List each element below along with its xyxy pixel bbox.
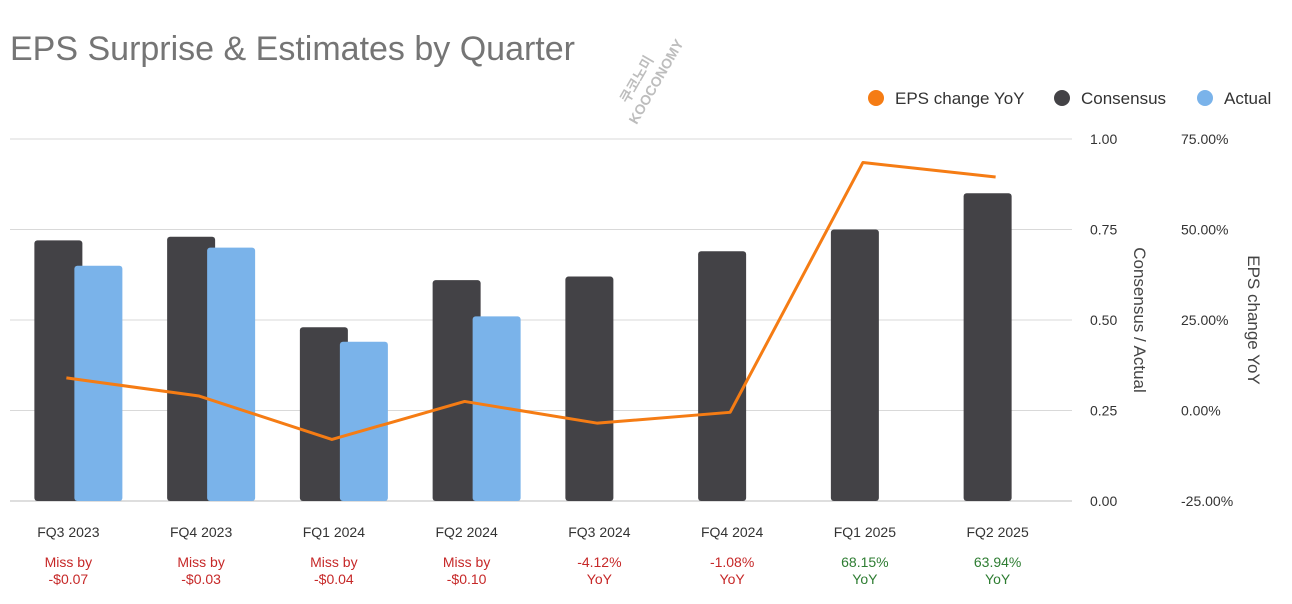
left-tick-label: 1.00	[1090, 131, 1117, 147]
legend: EPS change YoY Consensus Actual	[868, 89, 1271, 108]
left-axis-ticks: 0.00 0.25 0.50 0.75 1.00	[1090, 131, 1117, 509]
category-label: FQ2 2024	[435, 524, 497, 540]
annotation-line2: YoY	[852, 571, 878, 587]
right-tick-label: 25.00%	[1181, 312, 1228, 328]
annotation-line2: YoY	[587, 571, 613, 587]
annotation-line1: -1.08%	[710, 554, 754, 570]
consensus-bar	[830, 229, 879, 501]
category-label: FQ4 2024	[701, 524, 763, 540]
actual-bar	[472, 316, 521, 501]
category-label: FQ1 2025	[834, 524, 896, 540]
annotation-line2: YoY	[720, 571, 746, 587]
chart-title: EPS Surprise & Estimates by Quarter	[10, 30, 575, 68]
annotation-line1: -4.12%	[577, 554, 621, 570]
consensus-bar	[34, 240, 83, 502]
legend-marker	[1197, 90, 1213, 106]
right-tick-label: 75.00%	[1181, 131, 1228, 147]
right-axis-ticks: -25.00% 0.00% 25.00% 50.00% 75.00%	[1181, 131, 1233, 509]
left-tick-label: 0.25	[1090, 403, 1117, 419]
right-tick-label: 0.00%	[1181, 403, 1221, 419]
consensus-bar	[963, 193, 1012, 502]
annotation-line2: -$0.07	[49, 571, 89, 587]
annotation-line2: -$0.10	[447, 571, 487, 587]
annotation-line1: Miss by	[310, 554, 357, 570]
category-label: FQ1 2024	[303, 524, 365, 540]
consensus-bar	[432, 280, 481, 501]
annotation-line1: Miss by	[177, 554, 224, 570]
left-tick-label: 0.75	[1090, 222, 1117, 238]
annotation-line1: 68.15%	[841, 554, 888, 570]
category-label: FQ2 2025	[966, 524, 1028, 540]
legend-label: Actual	[1224, 89, 1271, 108]
category-label: FQ3 2024	[568, 524, 630, 540]
consensus-bar	[167, 236, 216, 502]
right-tick-label: -25.00%	[1181, 493, 1233, 509]
category-labels: FQ3 2023 FQ4 2023 FQ1 2024 FQ2 2024 FQ3 2024…	[37, 524, 1029, 540]
yoy-line	[66, 161, 996, 441]
bars	[34, 193, 1012, 502]
annotation-line1: Miss by	[443, 554, 490, 570]
annotation-line2: YoY	[985, 571, 1011, 587]
consensus-bar	[698, 251, 747, 501]
actual-bar	[339, 341, 388, 501]
annotation-line1: 63.94%	[974, 554, 1021, 570]
actual-bar	[207, 247, 256, 501]
left-tick-label: 0.50	[1090, 312, 1117, 328]
consensus-bar	[299, 327, 348, 501]
left-tick-label: 0.00	[1090, 493, 1117, 509]
annotation-line2: -$0.04	[314, 571, 354, 587]
annotation-line1: Miss by	[45, 554, 92, 570]
category-label: FQ4 2023	[170, 524, 232, 540]
right-axis-title: EPS change YoY	[1244, 255, 1263, 385]
legend-marker	[868, 90, 884, 106]
watermark-logo: 쿠코노미 KOOCONOMY	[617, 36, 687, 127]
legend-label: Consensus	[1081, 89, 1166, 108]
legend-label: EPS change YoY	[895, 89, 1025, 108]
yoy-line-series	[66, 161, 996, 441]
category-label: FQ3 2023	[37, 524, 99, 540]
annotation-line2: -$0.03	[181, 571, 221, 587]
consensus-bar	[565, 276, 614, 501]
left-axis-title: Consensus / Actual	[1130, 247, 1149, 393]
right-tick-label: 50.00%	[1181, 222, 1228, 238]
legend-marker	[1054, 90, 1070, 106]
